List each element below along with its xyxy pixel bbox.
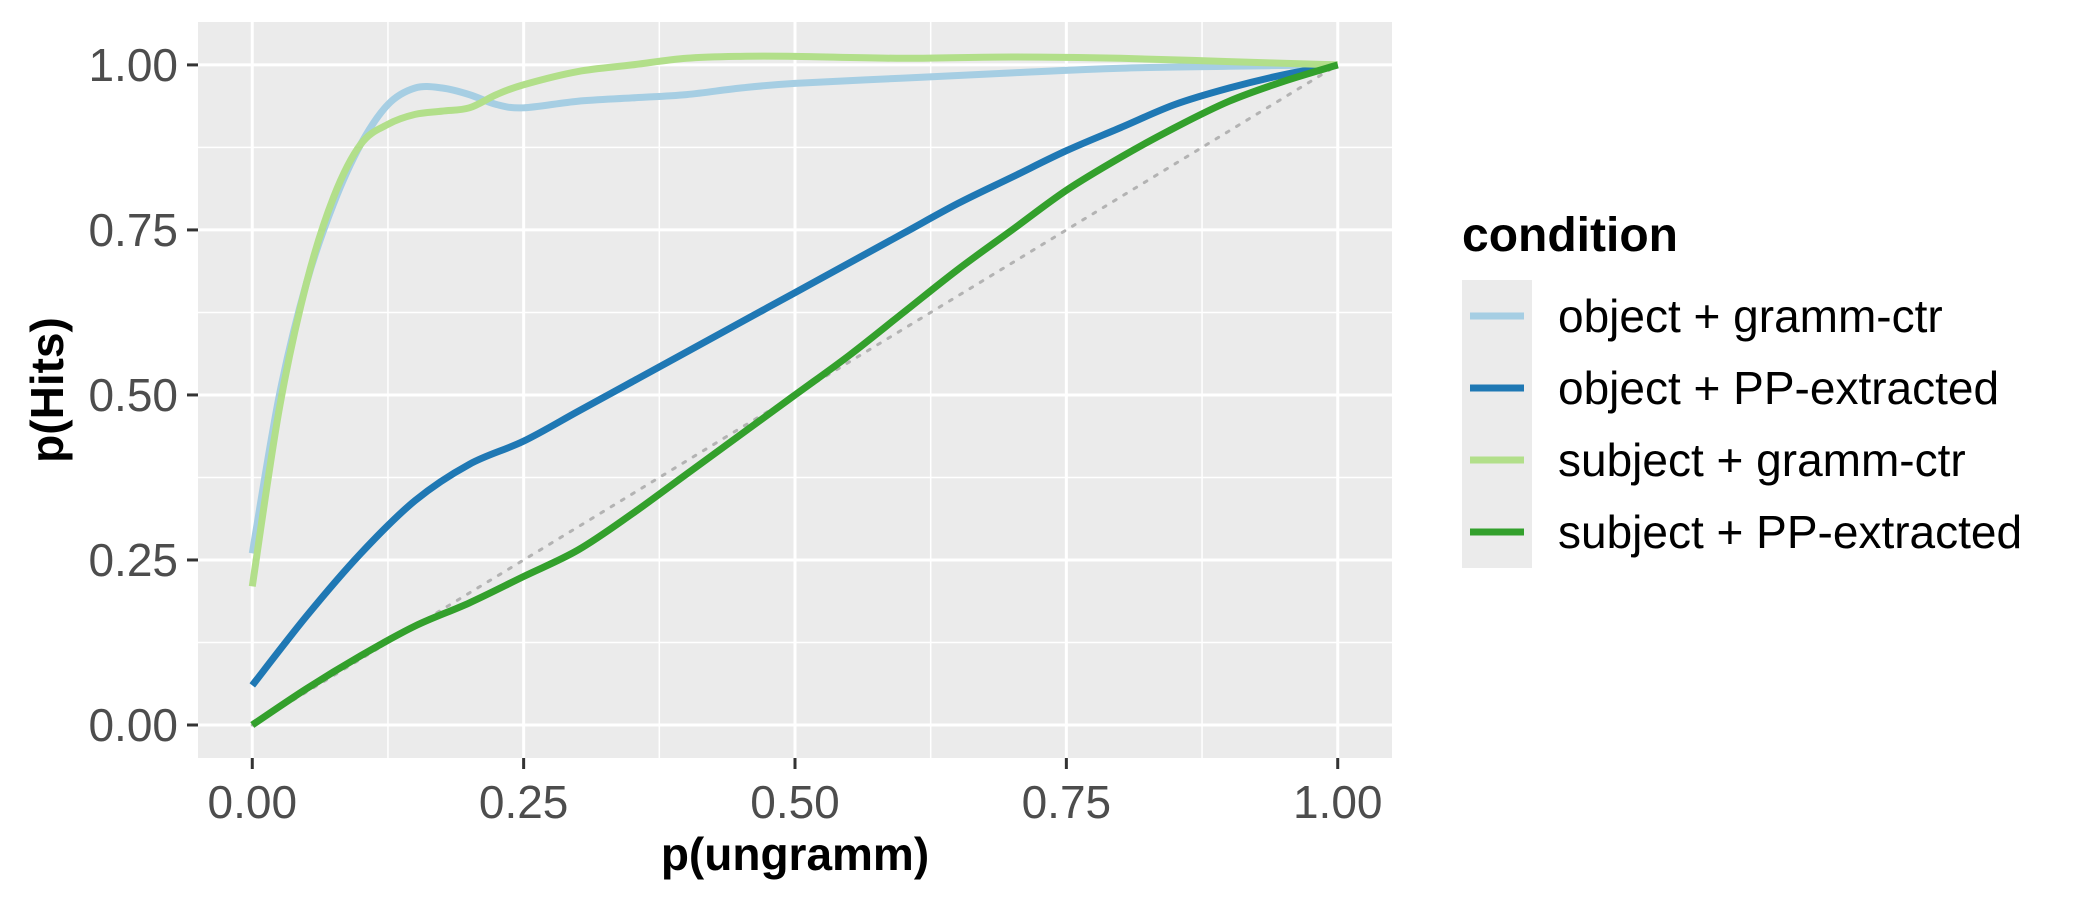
y-axis: 0.00 0.25 0.50 0.75 1.00 — [88, 39, 198, 751]
series-line-subject-gramm-ctr — [248, 52, 1338, 587]
x-tick-label: 0.50 — [750, 776, 840, 828]
legend-item-subject-gramm-ctr: subject + gramm-ctr — [1470, 434, 1966, 486]
x-tick-label: 1.00 — [1293, 776, 1383, 828]
legend-label: subject + PP-extracted — [1558, 506, 2022, 558]
legend-label: object + PP-extracted — [1558, 362, 1999, 414]
series-lines — [248, 52, 1340, 728]
legend-item-object-pp-extracted: object + PP-extracted — [1470, 362, 1999, 414]
x-tick-label: 0.25 — [479, 776, 569, 828]
series-line-object-pp-extracted — [249, 61, 1339, 688]
legend-label: subject + gramm-ctr — [1558, 434, 1966, 486]
legend-item-object-gramm-ctr: object + gramm-ctr — [1470, 290, 1943, 342]
legend-label: object + gramm-ctr — [1558, 290, 1943, 342]
y-tick-label: 0.75 — [88, 204, 178, 256]
y-tick-label: 0.25 — [88, 534, 178, 586]
y-tick-label: 1.00 — [88, 39, 178, 91]
legend-title: condition — [1462, 209, 1678, 262]
legend-key-background — [1462, 280, 1532, 568]
x-tick-label: 0.75 — [1022, 776, 1112, 828]
y-tick-label: 0.50 — [88, 369, 178, 421]
x-axis-title: p(ungramm) — [661, 828, 929, 880]
x-tick-label: 0.00 — [208, 776, 298, 828]
series-line-subject-pp-extracted — [250, 61, 1339, 728]
x-axis: 0.00 0.25 0.50 0.75 1.00 — [208, 758, 1383, 828]
legend: condition object + gramm-ctr object + PP-… — [1462, 209, 2022, 568]
y-axis-title: p(Hits) — [21, 317, 73, 463]
major-gridlines — [198, 22, 1392, 758]
legend-item-subject-pp-extracted: subject + PP-extracted — [1470, 506, 2022, 558]
y-tick-label: 0.00 — [88, 699, 178, 751]
